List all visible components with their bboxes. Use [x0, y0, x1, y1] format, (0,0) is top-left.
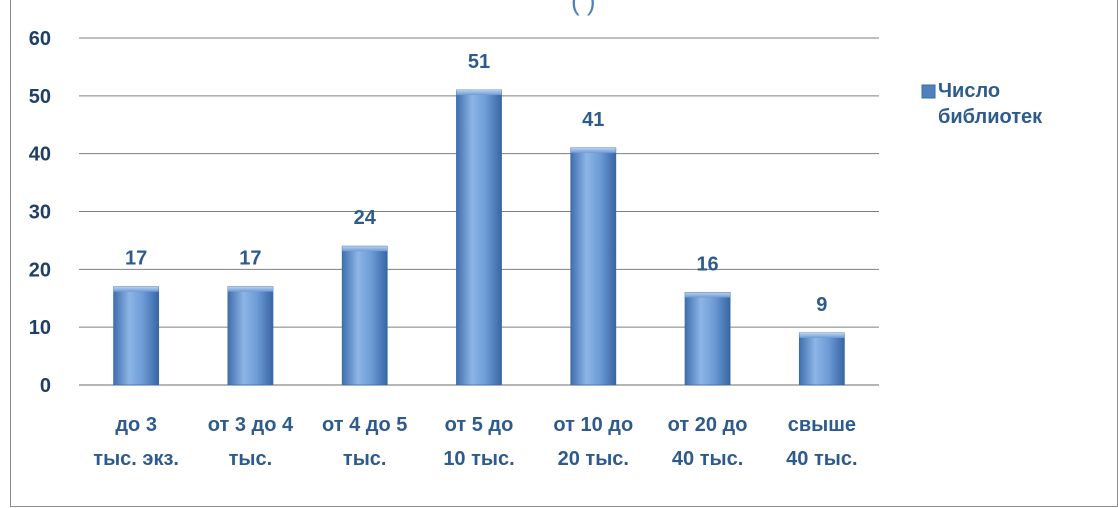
category-labels: до 3 тыс. экз. от 3 до 4 тыс. от 4 до 5 тыс. о… — [93, 414, 857, 470]
bar-cap — [799, 332, 845, 338]
bar — [227, 286, 274, 386]
data-label: 51 — [468, 51, 490, 73]
bar-chart: ( ) 0 10 20 30 40 50 60 17 17 24 51 41 16 9 до 3 тыс.… — [29, 0, 1043, 470]
bar — [341, 245, 388, 386]
data-label: 24 — [354, 207, 377, 229]
category-label: тыс. экз. — [93, 448, 179, 470]
bar-cap — [570, 147, 616, 153]
bar — [113, 286, 160, 386]
bar-cap — [342, 246, 388, 252]
category-label: тыс. — [229, 448, 273, 470]
category-label: от 3 до 4 — [208, 414, 294, 436]
data-label: 41 — [582, 109, 604, 131]
bar-cap — [113, 286, 159, 292]
category-label: 40 тыс. — [786, 448, 857, 470]
y-tick-label: 10 — [29, 317, 51, 339]
category-label: 20 тыс. — [558, 448, 629, 470]
category-label: от 10 до — [553, 414, 633, 436]
category-label: до 3 — [115, 414, 157, 436]
y-tick-label: 60 — [29, 28, 51, 50]
bar-cap — [456, 90, 502, 96]
bar — [570, 147, 617, 386]
y-tick-label: 40 — [29, 144, 51, 166]
bar — [684, 292, 731, 386]
category-label: от 4 до 5 — [322, 414, 407, 436]
bars — [113, 89, 845, 386]
data-labels: 17 17 24 51 41 16 9 — [125, 51, 827, 316]
y-tick-label: 0 — [40, 375, 51, 397]
bar-cap — [227, 286, 273, 292]
data-label: 17 — [125, 248, 147, 270]
y-tick-label: 20 — [29, 259, 51, 281]
category-label: 10 тыс. — [443, 448, 514, 470]
category-label: свыше — [788, 414, 856, 436]
data-label: 16 — [696, 253, 718, 275]
category-label: от 20 до — [668, 414, 748, 436]
y-tick-label: 50 — [29, 86, 51, 108]
bar — [798, 332, 845, 386]
y-tick-label: 30 — [29, 202, 51, 224]
legend-label-line-1: Число — [938, 80, 1000, 102]
chart-frame: ( ) 0 10 20 30 40 50 60 17 17 24 51 41 16 9 до 3 тыс.… — [10, 0, 1118, 507]
chart-title-fragment: ( ) — [571, 0, 596, 16]
legend-swatch — [921, 84, 936, 99]
legend-label-line-2: библиотек — [938, 106, 1043, 128]
data-label: 17 — [239, 248, 261, 270]
category-label: тыс. — [343, 448, 387, 470]
legend: Число библиотек — [921, 80, 1043, 128]
data-label: 9 — [816, 294, 827, 316]
y-axis-ticks: 0 10 20 30 40 50 60 — [29, 28, 51, 397]
category-label: 40 тыс. — [672, 448, 743, 470]
bar — [456, 89, 502, 386]
bar-cap — [685, 292, 731, 298]
category-label: от 5 до — [445, 414, 514, 436]
